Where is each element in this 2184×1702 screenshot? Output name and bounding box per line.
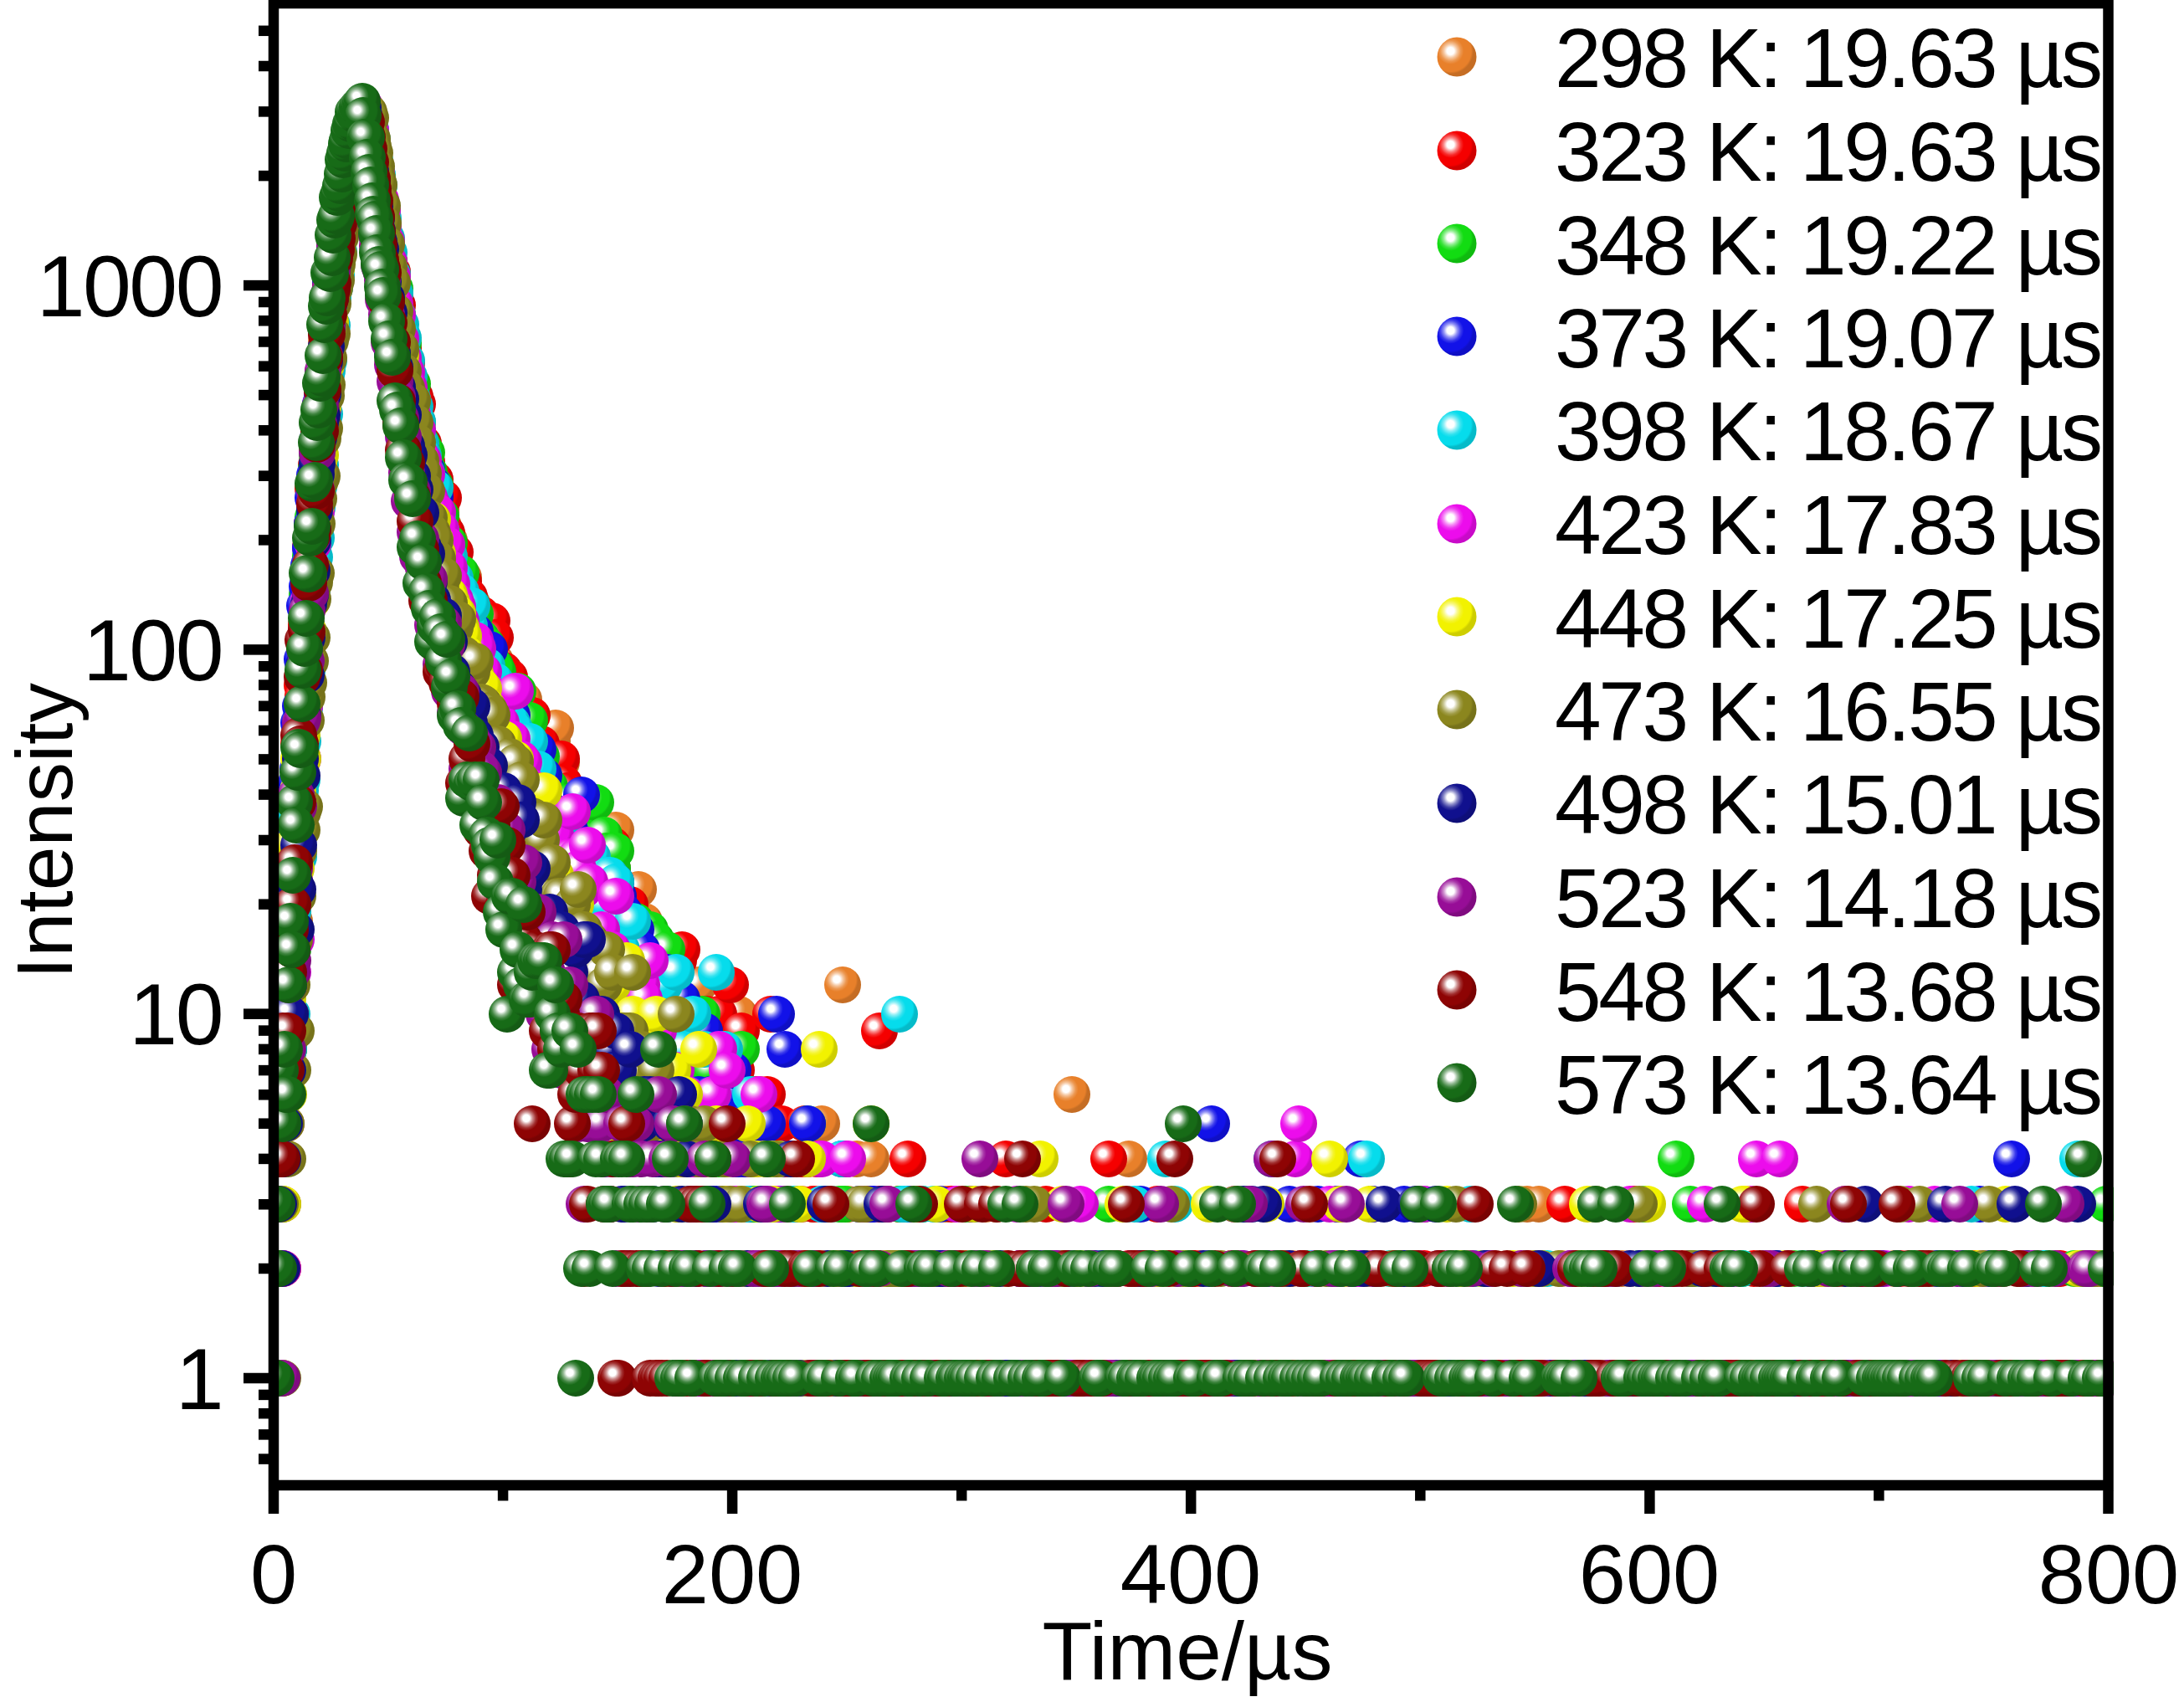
svg-text:498 K: 15.01 µs: 498 K: 15.01 µs <box>1555 757 2100 851</box>
svg-text:548 K: 13.68 µs: 548 K: 13.68 µs <box>1555 945 2100 1038</box>
svg-text:200: 200 <box>662 1527 803 1621</box>
svg-text:323 K: 19.63 µs: 323 K: 19.63 µs <box>1555 105 2100 198</box>
svg-text:523 K: 14.18 µs: 523 K: 14.18 µs <box>1555 851 2100 945</box>
svg-text:1: 1 <box>176 1330 222 1428</box>
svg-text:373 K: 19.07 µs: 373 K: 19.07 µs <box>1555 291 2100 385</box>
svg-text:Intensity: Intensity <box>0 683 89 979</box>
svg-text:800: 800 <box>2038 1527 2180 1621</box>
svg-text:298 K: 19.63 µs: 298 K: 19.63 µs <box>1555 11 2100 105</box>
svg-text:Time/µs: Time/µs <box>1043 1605 1333 1697</box>
svg-text:600: 600 <box>1579 1527 1720 1621</box>
svg-text:1000: 1000 <box>37 238 222 335</box>
svg-text:100: 100 <box>83 602 222 699</box>
svg-text:573 K: 13.64 µs: 573 K: 13.64 µs <box>1555 1038 2100 1131</box>
svg-text:348 K: 19.22 µs: 348 K: 19.22 µs <box>1555 198 2100 292</box>
svg-text:0: 0 <box>250 1527 297 1621</box>
svg-text:423 K: 17.83 µs: 423 K: 17.83 µs <box>1555 478 2100 572</box>
svg-text:473 K: 16.55 µs: 473 K: 16.55 µs <box>1555 664 2100 758</box>
svg-text:10: 10 <box>129 966 222 1063</box>
svg-text:398 K: 18.67 µs: 398 K: 18.67 µs <box>1555 384 2100 478</box>
svg-text:448 K: 17.25 µs: 448 K: 17.25 µs <box>1555 572 2100 665</box>
